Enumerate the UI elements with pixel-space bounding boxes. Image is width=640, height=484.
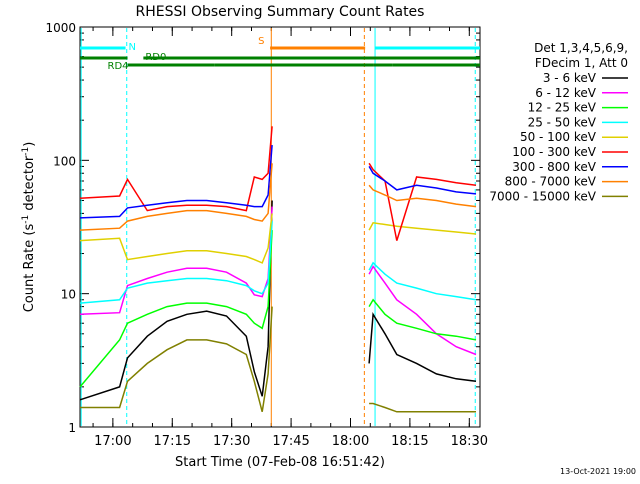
- series-line-5: [79, 126, 477, 241]
- series-line-6: [79, 145, 477, 219]
- state-label-rd4: RD4: [108, 61, 129, 72]
- legend-label: 6 - 12 keV: [535, 86, 597, 100]
- series-line-4: [79, 213, 477, 264]
- legend-header-line1: Det 1,3,4,5,6,9,: [534, 41, 628, 55]
- x-tick-label: 18:15: [391, 434, 428, 449]
- y-axis-label-sup1: -1: [21, 215, 31, 224]
- y-tick-label: 10: [61, 288, 76, 302]
- x-tick-label: 17:15: [154, 434, 191, 449]
- legend-label: 7000 - 15000 keV: [489, 189, 596, 203]
- y-axis-label: Count Rate (s-1 detector-1): [21, 142, 37, 313]
- series-line-3: [79, 221, 477, 304]
- series-line-0: [79, 200, 477, 401]
- series-line-2: [79, 230, 477, 388]
- footer-date: 13-Oct-2021 19:00: [560, 467, 636, 476]
- legend-label: 25 - 50 keV: [528, 115, 597, 129]
- state-label-s: S: [258, 36, 264, 47]
- legend-label: 12 - 25 keV: [528, 101, 597, 115]
- chart-title: RHESSI Observing Summary Count Rates: [136, 4, 425, 20]
- y-tick-label: 1000: [45, 21, 76, 35]
- series-line-7: [79, 163, 477, 231]
- x-tick-label: 17:45: [272, 434, 309, 449]
- state-label-rd0: RD0: [145, 52, 166, 63]
- x-axis-label: Start Time (07-Feb-08 16:51:42): [175, 455, 385, 470]
- plot-area: 1 10 100 1000 17:00 17:15 17:30 17:45 18:00 18:15…: [45, 21, 628, 449]
- x-tick-label: 17:00: [94, 434, 131, 449]
- series-line-8: [80, 306, 476, 413]
- plot-frame: [79, 26, 481, 428]
- legend-label: 100 - 300 keV: [512, 145, 596, 159]
- state-label-n: N: [129, 42, 136, 53]
- legend-label: 300 - 800 keV: [512, 160, 596, 174]
- y-axis-label-end: ): [22, 142, 37, 147]
- legend-header-line2: FDecim 1, Att 0: [535, 56, 628, 70]
- x-tick-label: 17:30: [213, 434, 250, 449]
- legend-label: 50 - 100 keV: [520, 130, 597, 144]
- y-axis-label-mid: detector: [22, 155, 37, 215]
- x-tick-label: 18:00: [332, 434, 369, 449]
- series-line-1: [79, 206, 477, 356]
- y-tick-label: 100: [53, 154, 76, 168]
- y-axis-label-sup2: -1: [21, 147, 31, 156]
- legend-label: 800 - 7000 keV: [505, 175, 597, 189]
- y-axis-label-main: Count Rate (s: [22, 224, 37, 313]
- y-tick-label: 1: [68, 421, 76, 435]
- legend-label: 3 - 6 keV: [543, 71, 597, 85]
- x-tick-label: 18:30: [451, 434, 488, 449]
